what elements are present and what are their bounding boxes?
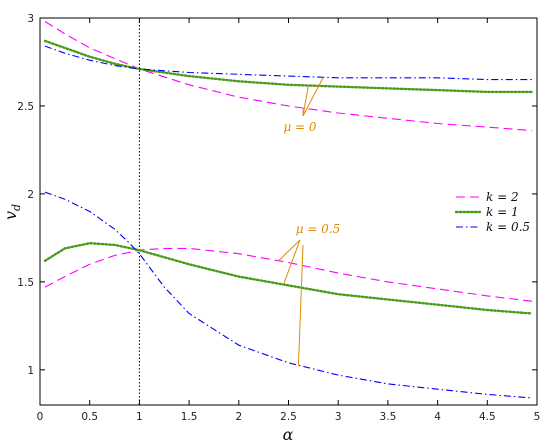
series-line-k2_mu0 [44, 21, 533, 132]
y-axis-label: vd [1, 204, 23, 220]
legend-label: k = 0.5 [486, 220, 530, 234]
y-axis-label-sub: d [10, 204, 23, 211]
y-tick-label: 2.5 [17, 101, 34, 113]
x-tick-label: 2 [235, 411, 242, 423]
annotation-arrow [302, 77, 324, 117]
y-tick-label: 1 [27, 365, 34, 377]
y-tick-label: 2 [27, 189, 34, 201]
series-line-k05_mu05 [44, 191, 533, 399]
series-line-k2_mu05 [44, 247, 533, 302]
series-line-k1_mu0 [43, 39, 534, 94]
y-tick-label: 3 [27, 13, 34, 25]
x-tick-label: 4 [434, 411, 441, 423]
x-tick-label: 0.5 [81, 411, 98, 423]
x-tick-label: 3.5 [380, 411, 397, 423]
annotation-label: μ = 0.5 [296, 222, 341, 236]
annotation-arrow [302, 85, 309, 117]
y-tick-label: 1.5 [17, 277, 34, 289]
annotation-label: μ = 0 [283, 120, 316, 134]
x-tick-label: 2.5 [280, 411, 297, 423]
annotation-arrow [297, 244, 304, 366]
x-tick-label: 5 [534, 411, 541, 423]
x-tick-label: 3 [335, 411, 342, 423]
x-tick-label: 1 [136, 411, 143, 423]
series-line-k05_mu0 [44, 45, 532, 81]
series-line-k1_mu05 [43, 241, 534, 315]
x-tick-label: 1.5 [181, 411, 198, 423]
annotation-arrow [283, 239, 301, 285]
legend-label: k = 2 [486, 190, 519, 204]
annotation-arrow [278, 239, 301, 262]
x-axis-label: α [283, 425, 294, 444]
x-tick-label: 4.5 [479, 411, 496, 423]
y-axis-label-main: v [1, 211, 20, 220]
x-tick-label: 0 [37, 411, 44, 423]
legend-label: k = 1 [486, 205, 519, 219]
